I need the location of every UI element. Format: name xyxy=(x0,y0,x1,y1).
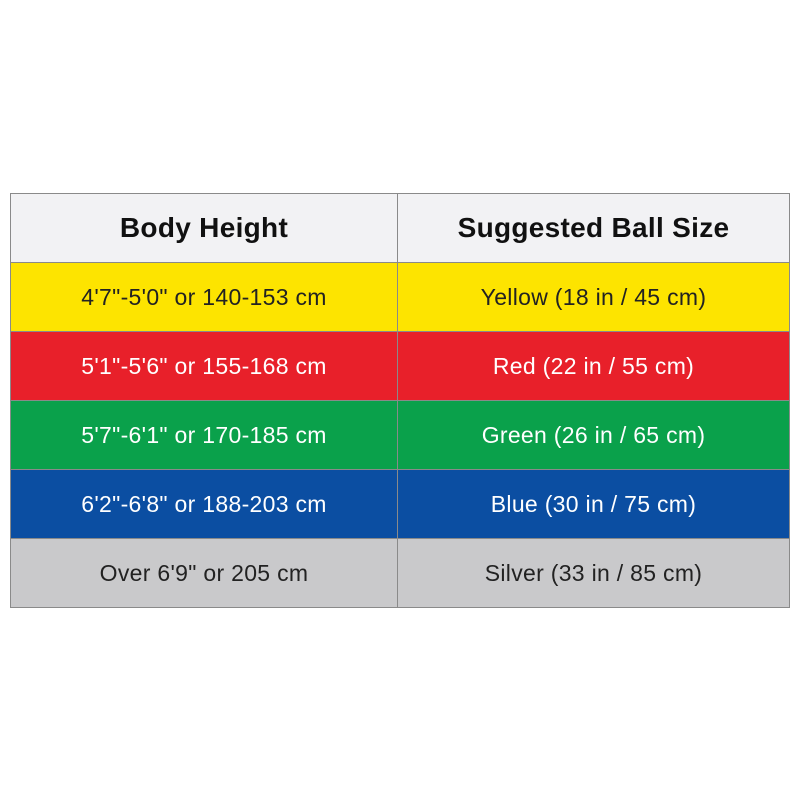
header-cell: Suggested Ball Size xyxy=(397,193,790,263)
ball-size-table: Body Height Suggested Ball Size 4'7"-5'0… xyxy=(10,193,790,608)
table-row: 5'7"-6'1" or 170-185 cm Green (26 in / 65… xyxy=(10,400,790,470)
header-cell: Body Height xyxy=(10,193,398,263)
height-cell: 4'7"-5'0" or 140-153 cm xyxy=(10,262,398,332)
ball-size-cell: Blue (30 in / 75 cm) xyxy=(397,469,790,539)
table-row: Over 6'9" or 205 cm Silver (33 in / 85 cm… xyxy=(10,538,790,608)
height-cell: Over 6'9" or 205 cm xyxy=(10,538,398,608)
height-cell: 6'2"-6'8" or 188-203 cm xyxy=(10,469,398,539)
ball-size-cell: Red (22 in / 55 cm) xyxy=(397,331,790,401)
ball-size-cell: Yellow (18 in / 45 cm) xyxy=(397,262,790,332)
table-row: 5'1"-5'6" or 155-168 cm Red (22 in / 55 c… xyxy=(10,331,790,401)
ball-size-cell: Silver (33 in / 85 cm) xyxy=(397,538,790,608)
table-row: 4'7"-5'0" or 140-153 cm Yellow (18 in / 4… xyxy=(10,262,790,332)
height-cell: 5'7"-6'1" or 170-185 cm xyxy=(10,400,398,470)
table-row: 6'2"-6'8" or 188-203 cm Blue (30 in / 75 … xyxy=(10,469,790,539)
ball-size-cell: Green (26 in / 65 cm) xyxy=(397,400,790,470)
height-cell: 5'1"-5'6" or 155-168 cm xyxy=(10,331,398,401)
header-row: Body Height Suggested Ball Size xyxy=(10,193,790,263)
